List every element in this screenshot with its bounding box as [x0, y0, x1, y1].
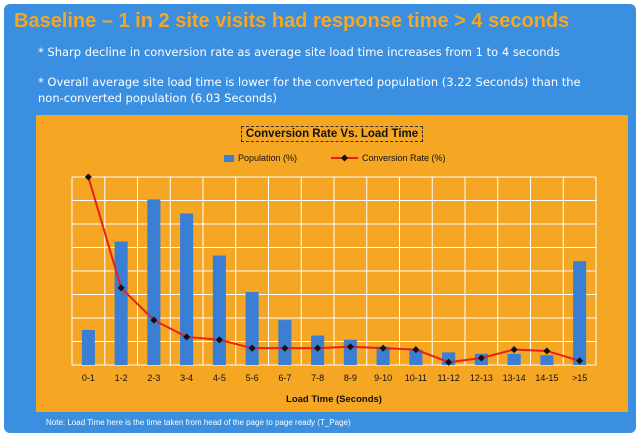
point-conversion-rate — [183, 333, 191, 341]
chart-title-box: Conversion Rate Vs. Load Time — [36, 124, 628, 142]
footnote: Note: Load Time here is the time taken f… — [46, 418, 351, 427]
x-tick-label: 9-10 — [374, 373, 392, 383]
point-conversion-rate — [346, 343, 354, 351]
bar-population — [409, 349, 423, 365]
bar-population — [245, 292, 259, 365]
chart-title: Conversion Rate Vs. Load Time — [240, 126, 424, 142]
x-tick-label: 5-6 — [246, 373, 259, 383]
bar-population — [180, 213, 194, 365]
point-conversion-rate — [445, 358, 453, 366]
point-conversion-rate — [543, 347, 551, 355]
bar-population — [376, 346, 390, 365]
x-tick-label: 11-12 — [437, 373, 459, 383]
x-tick-label: 10-11 — [405, 373, 427, 383]
x-tick-label: 14-15 — [535, 373, 558, 383]
point-conversion-rate — [477, 354, 485, 362]
bullet-1: * Sharp decline in conversion rate as av… — [38, 45, 560, 59]
bar-population — [278, 320, 292, 365]
bar-population — [573, 261, 587, 365]
x-tick-label: 7-8 — [311, 373, 324, 383]
x-tick-label: 8-9 — [344, 373, 357, 383]
x-tick-label: 0-1 — [82, 373, 95, 383]
point-conversion-rate — [248, 344, 256, 352]
point-conversion-rate — [150, 316, 158, 324]
x-tick-label: 13-14 — [503, 373, 526, 383]
point-conversion-rate — [281, 344, 289, 352]
x-tick-label: 12-13 — [470, 373, 493, 383]
line-conversion-rate — [87, 176, 580, 364]
bar-population — [114, 241, 128, 365]
bar-population — [507, 353, 521, 365]
point-conversion-rate — [314, 344, 322, 352]
point-conversion-rate — [576, 357, 584, 365]
bar-population — [81, 329, 95, 365]
point-conversion-rate — [510, 346, 518, 354]
x-tick-label: 2-3 — [147, 373, 160, 383]
x-tick-label: >15 — [572, 373, 587, 383]
legend-marker-conversion — [340, 154, 349, 162]
chart-panel: Conversion Rate Vs. Load Time 0-1 1-2 2-3 3… — [36, 115, 628, 412]
point-conversion-rate — [117, 284, 125, 292]
x-tick-label: 3-4 — [180, 373, 193, 383]
point-conversion-rate — [84, 173, 92, 181]
point-conversion-rate — [412, 346, 420, 354]
x-tick-label: 1-2 — [115, 373, 128, 383]
legend-label-population: Population (%) — [238, 153, 297, 163]
slide-title: Baseline – 1 in 2 site visits had respon… — [14, 10, 570, 32]
point-conversion-rate — [215, 336, 223, 344]
x-tick-label: 4-5 — [213, 373, 226, 383]
bar-population — [147, 199, 161, 365]
x-tick-label: 6-7 — [278, 373, 291, 383]
point-conversion-rate — [379, 344, 387, 352]
legend-swatch-population — [224, 155, 234, 162]
bar-population — [540, 355, 554, 365]
legend-label-conversion: Conversion Rate (%) — [362, 153, 446, 163]
bar-population — [212, 255, 226, 365]
x-axis-label: Load Time (Seconds) — [286, 394, 382, 405]
slide: Baseline – 1 in 2 site visits had respon… — [4, 4, 636, 433]
bullet-2: * Overall average site load time is lowe… — [38, 75, 581, 105]
chart: 0-1 1-2 2-3 3-4 4-5 5-6 6-7 7-8 8-9 9-10 10-11 11-1… — [71, 153, 597, 405]
